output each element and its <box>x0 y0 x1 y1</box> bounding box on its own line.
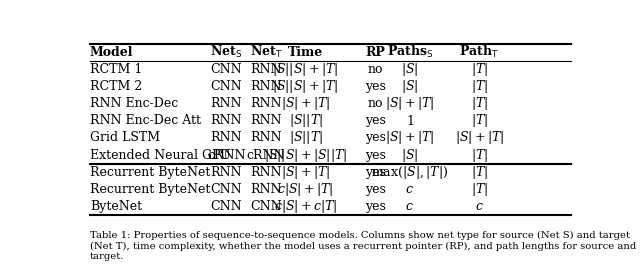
Text: $|S|$: $|S|$ <box>401 61 419 78</box>
Text: CNN: CNN <box>250 200 282 213</box>
Text: Path$_\mathsf{T}$: Path$_\mathsf{T}$ <box>460 44 499 60</box>
Text: $|S|+|T|$: $|S|+|T|$ <box>281 164 330 181</box>
Text: $c$: $c$ <box>406 183 414 196</box>
Text: RNN: RNN <box>211 114 242 127</box>
Text: $1$: $1$ <box>406 114 414 128</box>
Text: Model: Model <box>90 46 133 59</box>
Text: RNN: RNN <box>250 131 282 144</box>
Text: $|S||S|+|S||T|$: $|S||S|+|S||T|$ <box>264 147 348 163</box>
Text: $|T|$: $|T|$ <box>470 95 488 112</box>
Text: $|S|+|T|$: $|S|+|T|$ <box>454 129 504 146</box>
Text: RCTM 2: RCTM 2 <box>90 80 142 93</box>
Text: Time: Time <box>288 46 323 59</box>
Text: $|T|$: $|T|$ <box>470 181 488 198</box>
Text: CNN: CNN <box>211 63 242 76</box>
Text: $|T|$: $|T|$ <box>470 78 488 95</box>
Text: $|S|$: $|S|$ <box>401 78 419 95</box>
Text: RNN Enc-Dec: RNN Enc-Dec <box>90 97 178 110</box>
Text: yes: yes <box>365 166 385 179</box>
Text: $|T|$: $|T|$ <box>470 147 488 163</box>
Text: RNN: RNN <box>211 131 242 144</box>
Text: $c|S|+c|T|$: $c|S|+c|T|$ <box>274 198 337 215</box>
Text: Net$_\mathsf{T}$: Net$_\mathsf{T}$ <box>250 44 282 60</box>
Text: $c$: $c$ <box>475 200 484 213</box>
Text: $|S||S|+|T|$: $|S||S|+|T|$ <box>273 61 339 78</box>
Text: $|T|$: $|T|$ <box>470 112 488 129</box>
Text: yes: yes <box>365 131 385 144</box>
Text: RNN: RNN <box>250 183 282 196</box>
Text: $|S||T|$: $|S||T|$ <box>289 112 323 129</box>
Text: RNN: RNN <box>250 166 282 179</box>
Text: RNN: RNN <box>250 97 282 110</box>
Text: RNN: RNN <box>250 63 282 76</box>
Text: RNN: RNN <box>250 114 282 127</box>
Text: RNN: RNN <box>211 166 242 179</box>
Text: $\max(|S|,|T|)$: $\max(|S|,|T|)$ <box>371 164 449 181</box>
Text: Grid LSTM: Grid LSTM <box>90 131 160 144</box>
Text: Net$_\mathsf{S}$: Net$_\mathsf{S}$ <box>210 44 243 60</box>
Text: RNN: RNN <box>211 97 242 110</box>
Text: $|S|+|T|$: $|S|+|T|$ <box>385 129 435 146</box>
Text: Recurrent ByteNet: Recurrent ByteNet <box>90 166 211 179</box>
Text: cRNN: cRNN <box>247 148 285 161</box>
Text: yes: yes <box>365 148 385 161</box>
Text: yes: yes <box>365 183 385 196</box>
Text: $|S|+|T|$: $|S|+|T|$ <box>385 95 435 112</box>
Text: no: no <box>367 97 383 110</box>
Text: $c$: $c$ <box>406 200 414 213</box>
Text: cRNN: cRNN <box>207 148 246 161</box>
Text: yes: yes <box>365 114 385 127</box>
Text: yes: yes <box>365 200 385 213</box>
Text: $|T|$: $|T|$ <box>470 164 488 181</box>
Text: $|S||T|$: $|S||T|$ <box>289 129 323 146</box>
Text: yes: yes <box>365 80 385 93</box>
Text: $|S|+|T|$: $|S|+|T|$ <box>281 95 330 112</box>
Text: CNN: CNN <box>211 183 242 196</box>
Text: ByteNet: ByteNet <box>90 200 142 213</box>
Text: Extended Neural GPU: Extended Neural GPU <box>90 148 230 161</box>
Text: Table 1: Properties of sequence-to-sequence models. Columns show net type for so: Table 1: Properties of sequence-to-seque… <box>90 231 636 261</box>
Text: $|S|$: $|S|$ <box>401 147 419 163</box>
Text: CNN: CNN <box>211 200 242 213</box>
Text: Paths$_\mathsf{S}$: Paths$_\mathsf{S}$ <box>387 44 433 60</box>
Text: RNN: RNN <box>250 80 282 93</box>
Text: CNN: CNN <box>211 80 242 93</box>
Text: RP: RP <box>365 46 385 59</box>
Text: $|T|$: $|T|$ <box>470 61 488 78</box>
Text: $|S||S|+|T|$: $|S||S|+|T|$ <box>273 78 339 95</box>
Text: RCTM 1: RCTM 1 <box>90 63 142 76</box>
Text: RNN Enc-Dec Att: RNN Enc-Dec Att <box>90 114 201 127</box>
Text: no: no <box>367 63 383 76</box>
Text: Recurrent ByteNet: Recurrent ByteNet <box>90 183 211 196</box>
Text: $c|S|+|T|$: $c|S|+|T|$ <box>278 181 334 198</box>
